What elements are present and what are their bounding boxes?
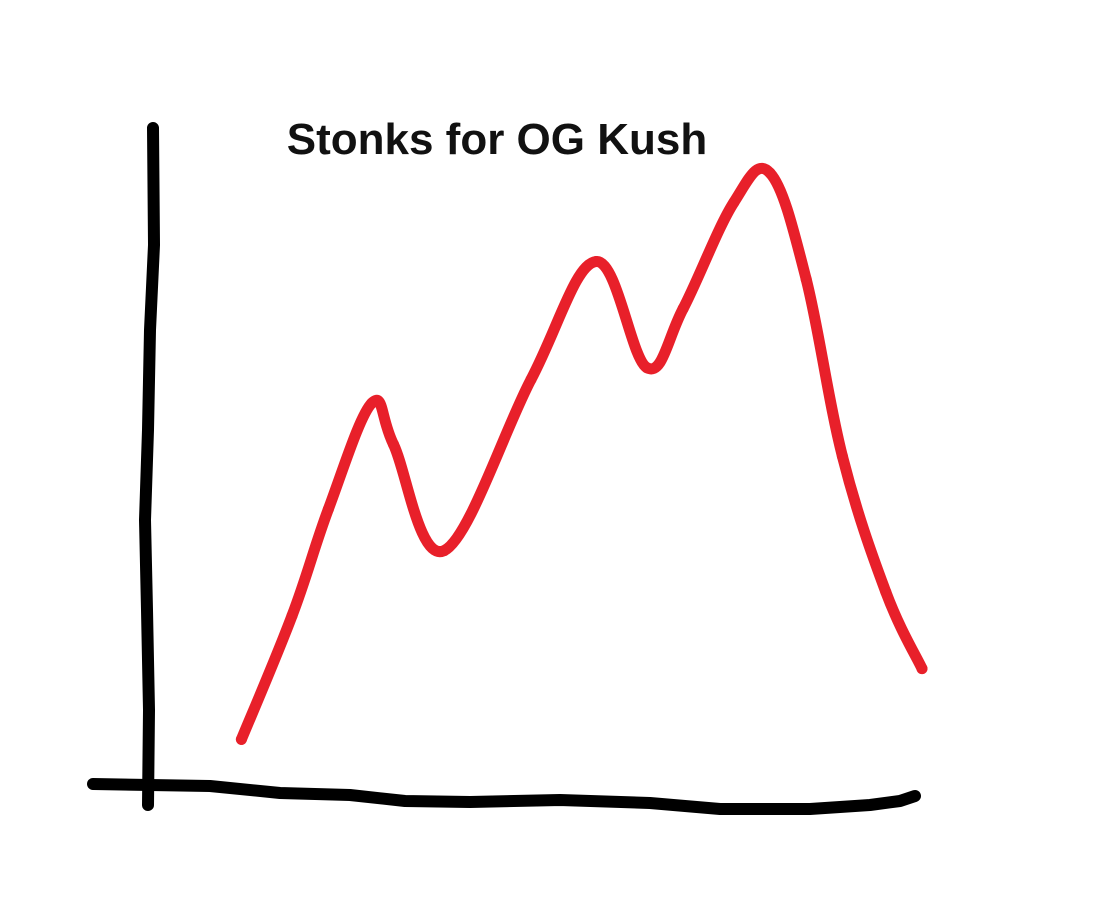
- data-point-0-5: [438, 545, 450, 557]
- data-point-0-14: [880, 586, 892, 598]
- series-layer: [235, 162, 928, 745]
- data-point-0-15: [916, 663, 928, 675]
- chart-title: Stonks for OG Kush: [287, 115, 707, 164]
- data-point-0-3: [366, 397, 378, 409]
- data-point-0-12: [800, 273, 812, 285]
- y-axis-line: [139, 122, 160, 811]
- series-line-0: [235, 162, 928, 745]
- data-point-0-10: [728, 197, 740, 208]
- data-point-0-7: [590, 256, 602, 267]
- data-point-0-11: [764, 167, 776, 179]
- data-point-0-9: [677, 303, 689, 315]
- data-point-0-2: [322, 503, 334, 515]
- data-point-0-1: [286, 610, 298, 621]
- data-point-0-4: [388, 438, 399, 450]
- x-axis-line: [87, 778, 921, 815]
- data-point-0-6: [525, 374, 537, 385]
- data-point-0-0: [235, 733, 247, 745]
- data-point-0-13: [836, 450, 848, 462]
- data-point-0-8: [641, 362, 653, 374]
